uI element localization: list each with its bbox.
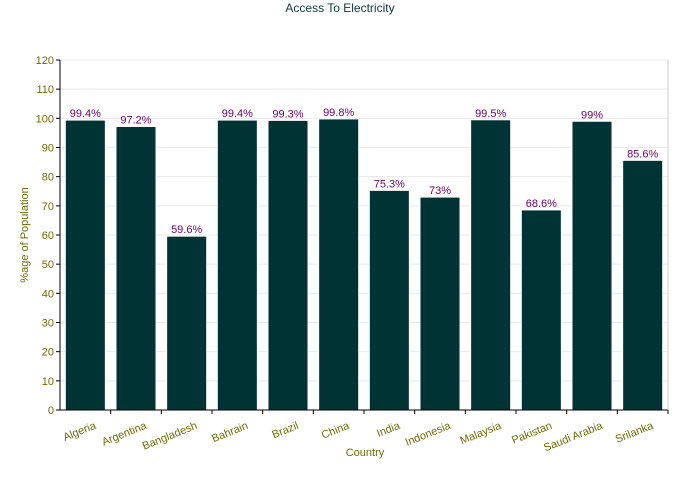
- y-tick-labels: 0 10 20 30 40 50 60 70 80 90 100 110 120: [36, 55, 60, 417]
- y-tick-label: 100: [36, 113, 54, 125]
- bar: [267, 119, 309, 411]
- bars: [64, 118, 664, 411]
- y-tick-label: 50: [42, 259, 54, 271]
- bar: [520, 209, 562, 411]
- bar: [470, 119, 512, 411]
- bar: [318, 118, 360, 411]
- grid-lines: [60, 59, 668, 382]
- y-axis-title: %age of Population: [19, 187, 31, 282]
- x-tick-label: Saudi Arabia: [542, 419, 605, 454]
- data-label: 73%: [429, 185, 451, 197]
- x-tick-label: Bahrain: [210, 420, 250, 445]
- y-tick-label: 60: [42, 230, 54, 242]
- x-tick-label: Indonesia: [404, 419, 454, 448]
- data-label: 99.8%: [323, 107, 354, 119]
- bar: [622, 159, 664, 411]
- y-tick-label: 110: [36, 84, 54, 96]
- bar: [571, 120, 613, 411]
- x-axis-title: Country: [346, 447, 385, 459]
- y-tick-label: 30: [42, 318, 54, 330]
- data-label: 75.3%: [374, 178, 405, 190]
- x-tick-label: Algeria: [62, 419, 99, 443]
- x-tick-label: Brazil: [270, 420, 300, 441]
- y-tick-label: 0: [48, 405, 54, 417]
- y-tick-label: 10: [42, 376, 54, 388]
- bar: [419, 196, 461, 411]
- data-label: 99.4%: [70, 108, 101, 120]
- x-tick-label: India: [375, 419, 402, 439]
- y-tick-label: 120: [36, 55, 54, 67]
- x-tick-label: Malaysia: [458, 419, 504, 447]
- x-tick-label: Srilanka: [614, 419, 656, 445]
- x-tick-label: Bangladesh: [141, 420, 199, 453]
- data-labels: 99.4% 97.2% 59.6% 99.4% 99.3% 99.8% 75.3% 73% 99…: [70, 107, 659, 236]
- data-label: 99.4%: [222, 108, 253, 120]
- data-label: 85.6%: [627, 148, 658, 160]
- x-tick-label: China: [320, 419, 352, 441]
- data-label: 68.6%: [526, 198, 557, 210]
- data-label: 99.5%: [475, 108, 506, 120]
- data-label: 59.6%: [171, 224, 202, 236]
- data-label: 97.2%: [120, 115, 151, 127]
- y-tick-label: 40: [42, 288, 54, 300]
- bar: [64, 119, 106, 411]
- bar: [368, 189, 410, 411]
- y-tick-label: 70: [42, 201, 54, 213]
- data-label: 99%: [581, 109, 603, 121]
- y-tick-label: 90: [42, 143, 54, 155]
- y-tick-label: 80: [42, 172, 54, 184]
- bar: [216, 119, 258, 411]
- chart-title: Access To Electricity: [285, 1, 394, 15]
- data-label: 99.3%: [272, 108, 303, 120]
- bar: [115, 126, 157, 411]
- y-tick-label: 20: [42, 347, 54, 359]
- bar: [166, 235, 208, 411]
